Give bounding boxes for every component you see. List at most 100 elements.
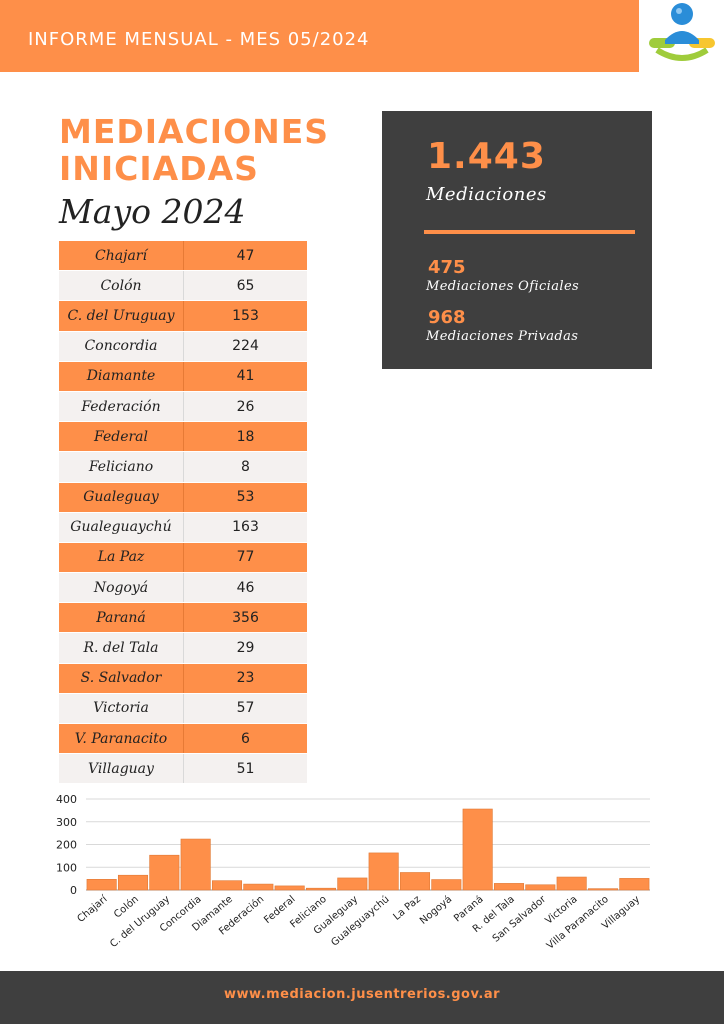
chart-bar: [525, 884, 556, 891]
y-tick-label: 300: [56, 816, 77, 829]
y-tick-label: 200: [56, 839, 77, 852]
oficiales-label: Mediaciones Oficiales: [426, 279, 580, 294]
city-name-cell: Federación: [59, 391, 184, 422]
page-title: MEDIACIONES INICIADAS: [59, 113, 329, 187]
mediation-count-cell: 163: [232, 519, 259, 536]
chart-bar: [493, 883, 525, 891]
x-category-label: Colón: [112, 893, 141, 920]
chart-bar: [431, 879, 462, 891]
table-row: Diamante 41: [59, 361, 307, 392]
city-name-cell: S. Salvador: [59, 663, 184, 693]
city-name-cell: Diamante: [59, 361, 184, 391]
title-line-1: MEDIACIONES: [59, 112, 330, 151]
table-row: V. Paranacito 6: [59, 724, 307, 755]
mediations-by-city-table: Chajarí 47 Colón 65 C. del Uruguay 153 Concord…: [59, 241, 307, 785]
city-name-cell: Gualeguaychú: [59, 512, 184, 542]
title-line-2: INICIADAS: [59, 149, 259, 188]
table-row: Chajarí 47: [59, 241, 307, 272]
chart-bar: [211, 880, 243, 891]
table-row: Federal 18: [59, 422, 307, 453]
chart-bar: [587, 888, 619, 891]
table-row: Federación 26: [59, 391, 307, 423]
table-row: Victoria 57: [59, 693, 307, 724]
table-row: Paraná 356: [59, 603, 307, 634]
mediation-handshake-logo-icon: [645, 0, 719, 70]
table-row: R. del Tala 29: [59, 633, 307, 664]
footer-url-link[interactable]: www.mediacion.jusentrerios.gov.ar: [223, 987, 501, 1002]
mediation-count-cell: 23: [236, 670, 255, 687]
page-subtitle: Mayo 2024: [59, 192, 246, 231]
chart-bar: [180, 838, 211, 891]
x-category-label: Nogoyá: [417, 893, 454, 927]
mediation-count-cell: 46: [236, 579, 255, 596]
y-tick-label: 400: [56, 793, 77, 806]
footer: www.mediacion.jusentrerios.gov.ar: [0, 971, 724, 1024]
y-tick-label: 0: [70, 884, 77, 897]
mediation-count-cell: 51: [236, 760, 255, 777]
city-name-cell: C. del Uruguay: [59, 301, 184, 331]
summary-panel: 1.443 Mediaciones 475 Mediaciones Oficia…: [382, 111, 652, 369]
total-mediations-value: 1.443: [427, 136, 546, 177]
table-row: C. del Uruguay 153: [59, 301, 307, 332]
city-name-cell: R. del Tala: [59, 633, 184, 663]
city-name-cell: Chajarí: [59, 241, 184, 271]
chart-bar: [556, 876, 587, 891]
table-row: Concordia 224: [59, 331, 307, 362]
privadas-value: 968: [428, 307, 466, 328]
table-row: Feliciano 8: [59, 452, 307, 483]
table-row: La Paz 77: [59, 542, 307, 574]
total-mediations-label: Mediaciones: [426, 184, 547, 205]
city-name-cell: Federal: [59, 422, 184, 452]
mediation-count-cell: 6: [241, 730, 250, 747]
city-name-cell: Feliciano: [59, 452, 184, 482]
chart-bar: [149, 854, 180, 891]
chart-bar: [305, 887, 337, 891]
mediation-count-cell: 356: [232, 609, 259, 626]
privadas-label: Mediaciones Privadas: [426, 329, 579, 344]
chart-bar: [462, 808, 493, 891]
city-name-cell: Villaguay: [59, 754, 184, 784]
x-category-label: Chajarí: [75, 892, 111, 925]
table-row: Colón 65: [59, 271, 307, 302]
city-name-cell: Gualeguay: [59, 482, 184, 512]
table-row: S. Salvador 23: [59, 663, 307, 694]
table-row: Villaguay 51: [59, 754, 307, 785]
chart-bar: [368, 852, 399, 891]
city-name-cell: Colón: [59, 271, 184, 301]
city-name-cell: Nogoyá: [59, 573, 184, 603]
chart-bar: [117, 874, 149, 891]
table-row: Gualeguay 53: [59, 482, 307, 513]
mediation-count-cell: 53: [236, 489, 255, 506]
mediation-count-cell: 77: [236, 549, 255, 566]
chart-bar: [86, 879, 117, 891]
table-row: Gualeguaychú 163: [59, 512, 307, 543]
mediation-count-cell: 57: [236, 700, 255, 717]
city-name-cell: Concordia: [59, 331, 184, 361]
city-name-cell: Victoria: [59, 693, 184, 723]
chart-bar: [399, 872, 431, 891]
chart-bar: [274, 885, 305, 891]
mediation-count-cell: 65: [236, 277, 255, 294]
mediation-count-cell: 29: [236, 640, 255, 657]
table-row: Nogoyá 46: [59, 573, 307, 604]
city-name-cell: V. Paranacito: [59, 724, 184, 754]
x-category-label: San Salvador: [491, 893, 549, 944]
mediation-count-cell: 153: [232, 307, 259, 324]
mediation-count-cell: 41: [236, 368, 255, 385]
report-title: INFORME MENSUAL - MES 05/2024: [28, 29, 370, 50]
mediation-count-cell: 26: [236, 398, 255, 415]
summary-divider: [424, 230, 635, 234]
header-banner: INFORME MENSUAL - MES 05/2024: [0, 0, 639, 72]
mediation-count-cell: 224: [232, 338, 259, 355]
mediation-count-cell: 8: [241, 458, 250, 475]
mediation-count-cell: 47: [236, 247, 255, 264]
chart-bar: [243, 883, 274, 891]
city-name-cell: La Paz: [59, 542, 184, 573]
chart-bar: [619, 878, 650, 891]
chart-bar: [337, 877, 368, 891]
city-name-cell: Paraná: [59, 603, 184, 633]
y-tick-label: 100: [56, 861, 77, 874]
mediation-count-cell: 18: [236, 428, 255, 445]
oficiales-value: 475: [428, 257, 466, 278]
